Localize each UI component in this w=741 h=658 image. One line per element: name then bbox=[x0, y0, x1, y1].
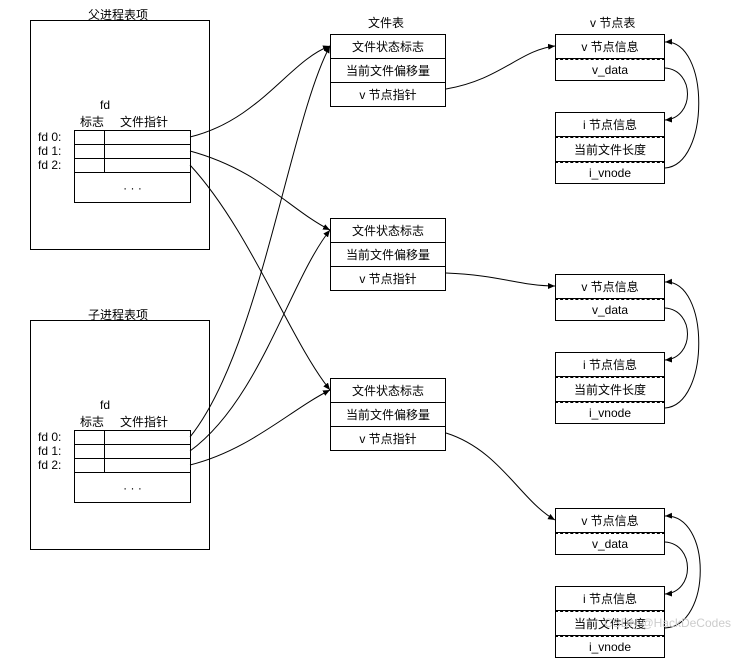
vnode-vdata: v_data bbox=[555, 299, 665, 321]
fd-row-1: fd 1: bbox=[38, 144, 61, 158]
title-vnode-table: v 节点表 bbox=[590, 14, 635, 31]
inode-ivnode: i_vnode bbox=[555, 162, 665, 184]
file-status: 文件状态标志 bbox=[330, 34, 446, 59]
file-entry-0: 文件状态标志 当前文件偏移量 v 节点指针 bbox=[330, 34, 446, 107]
file-offset: 当前文件偏移量 bbox=[330, 59, 446, 83]
fd-row-0: fd 0: bbox=[38, 130, 61, 144]
inode-0: i 节点信息 当前文件长度 i_vnode bbox=[555, 112, 665, 184]
inode-ivnode: i_vnode bbox=[555, 402, 665, 424]
child-fd-header-flags: 标志 bbox=[80, 413, 104, 430]
parent-fd-table: · · · bbox=[74, 130, 191, 203]
fd-header-fd: fd bbox=[100, 98, 110, 112]
child-fd-row-0: fd 0: bbox=[38, 430, 61, 444]
vnode-2: v 节点信息 v_data bbox=[555, 508, 665, 555]
vnode-0: v 节点信息 v_data bbox=[555, 34, 665, 81]
inode-len: 当前文件长度 bbox=[555, 137, 665, 162]
inode-info: i 节点信息 bbox=[555, 352, 665, 377]
watermark: CSDN @HackDeCodes bbox=[604, 616, 731, 630]
file-offset: 当前文件偏移量 bbox=[330, 243, 446, 267]
title-file-table: 文件表 bbox=[368, 14, 404, 31]
child-fd-header-fd: fd bbox=[100, 398, 110, 412]
vnode-info: v 节点信息 bbox=[555, 274, 665, 299]
file-status: 文件状态标志 bbox=[330, 378, 446, 403]
file-entry-1: 文件状态标志 当前文件偏移量 v 节点指针 bbox=[330, 218, 446, 291]
vnode-vdata: v_data bbox=[555, 59, 665, 81]
fd-header-ptr: 文件指针 bbox=[120, 113, 168, 130]
child-fd-table: · · · bbox=[74, 430, 191, 503]
file-offset: 当前文件偏移量 bbox=[330, 403, 446, 427]
file-vptr: v 节点指针 bbox=[330, 83, 446, 107]
inode-len: 当前文件长度 bbox=[555, 377, 665, 402]
child-fd-row-1: fd 1: bbox=[38, 444, 61, 458]
inode-1: i 节点信息 当前文件长度 i_vnode bbox=[555, 352, 665, 424]
child-fd-row-2: fd 2: bbox=[38, 458, 61, 472]
file-vptr: v 节点指针 bbox=[330, 427, 446, 451]
vnode-info: v 节点信息 bbox=[555, 508, 665, 533]
file-vptr: v 节点指针 bbox=[330, 267, 446, 291]
inode-info: i 节点信息 bbox=[555, 112, 665, 137]
fd-row-2: fd 2: bbox=[38, 158, 61, 172]
child-fd-header-ptr: 文件指针 bbox=[120, 413, 168, 430]
fd-header-flags: 标志 bbox=[80, 113, 104, 130]
file-entry-2: 文件状态标志 当前文件偏移量 v 节点指针 bbox=[330, 378, 446, 451]
file-status: 文件状态标志 bbox=[330, 218, 446, 243]
vnode-vdata: v_data bbox=[555, 533, 665, 555]
vnode-1: v 节点信息 v_data bbox=[555, 274, 665, 321]
inode-ivnode: i_vnode bbox=[555, 636, 665, 658]
vnode-info: v 节点信息 bbox=[555, 34, 665, 59]
inode-info: i 节点信息 bbox=[555, 586, 665, 611]
